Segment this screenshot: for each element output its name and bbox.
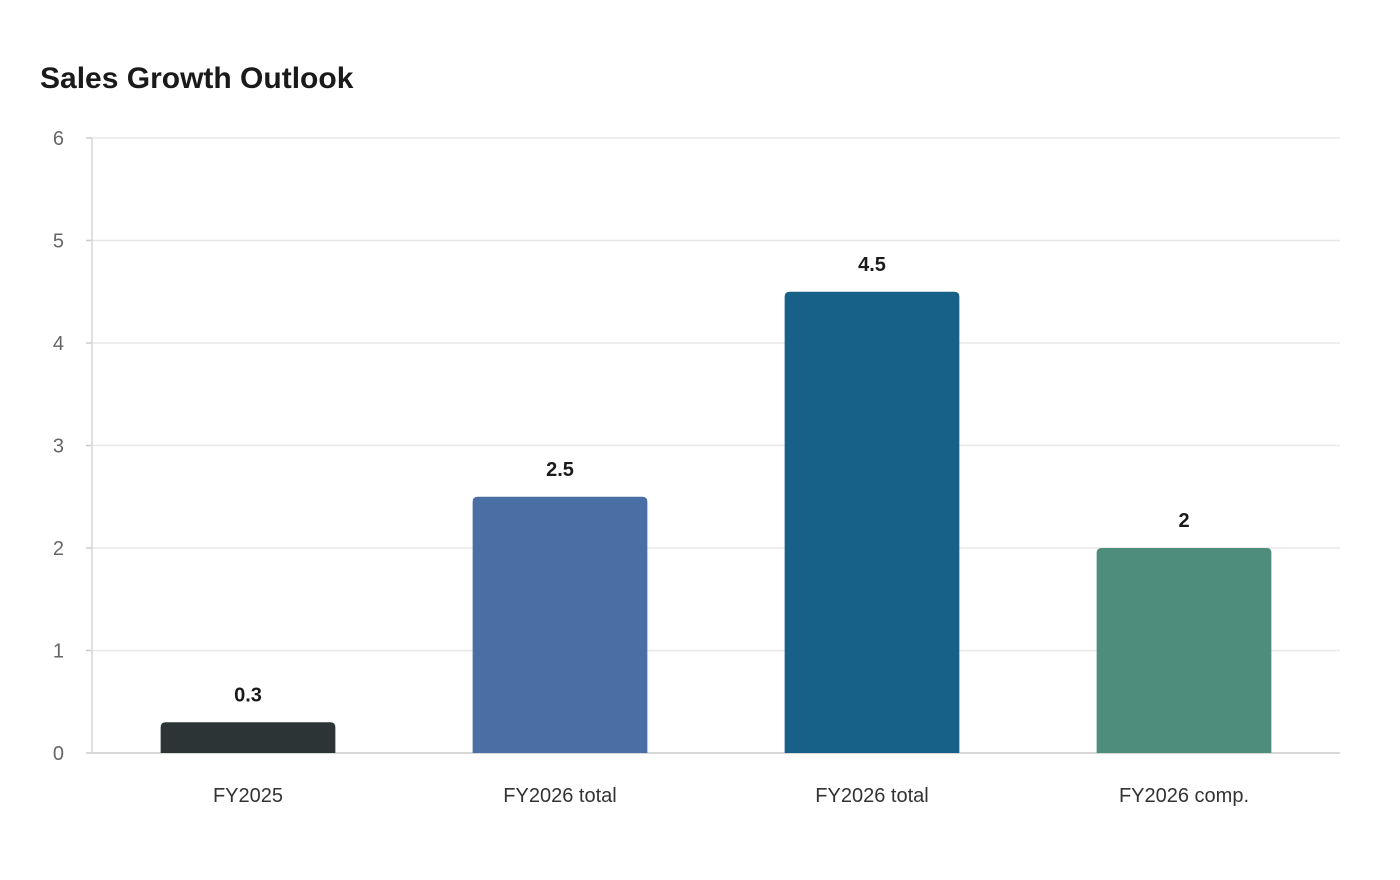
x-tick-label: FY2026 total bbox=[503, 785, 616, 807]
y-axis-ticks: 0 1 2 3 4 5 6 bbox=[53, 128, 64, 765]
x-tick-label: FY2025 bbox=[213, 785, 283, 807]
y-tick-label: 3 bbox=[53, 436, 64, 458]
bar bbox=[1096, 548, 1272, 753]
y-tick-label: 6 bbox=[53, 128, 64, 150]
bar bbox=[472, 496, 648, 753]
data-labels: 0.3 2.5 4.5 2 bbox=[234, 254, 1189, 707]
data-label: 2.5 bbox=[546, 459, 574, 481]
x-axis-ticks: FY2025 FY2026 total FY2026 total FY2026 com… bbox=[213, 785, 1249, 807]
y-tick-label: 2 bbox=[53, 538, 64, 560]
x-tick-label: FY2026 total bbox=[815, 785, 928, 807]
y-tick-label: 5 bbox=[53, 231, 64, 253]
bar bbox=[784, 291, 960, 753]
data-label: 2 bbox=[1178, 510, 1189, 532]
chart-title: Sales Growth Outlook bbox=[40, 62, 354, 95]
data-label: 0.3 bbox=[234, 684, 262, 706]
x-tick-label: FY2026 comp. bbox=[1119, 785, 1249, 807]
bar bbox=[160, 722, 336, 753]
y-tick-label: 4 bbox=[53, 333, 64, 355]
bars bbox=[160, 291, 1272, 753]
gridlines bbox=[92, 137, 1340, 652]
data-label: 4.5 bbox=[858, 254, 886, 276]
y-tick-label: 1 bbox=[53, 641, 64, 663]
y-tick-label: 0 bbox=[53, 743, 64, 765]
